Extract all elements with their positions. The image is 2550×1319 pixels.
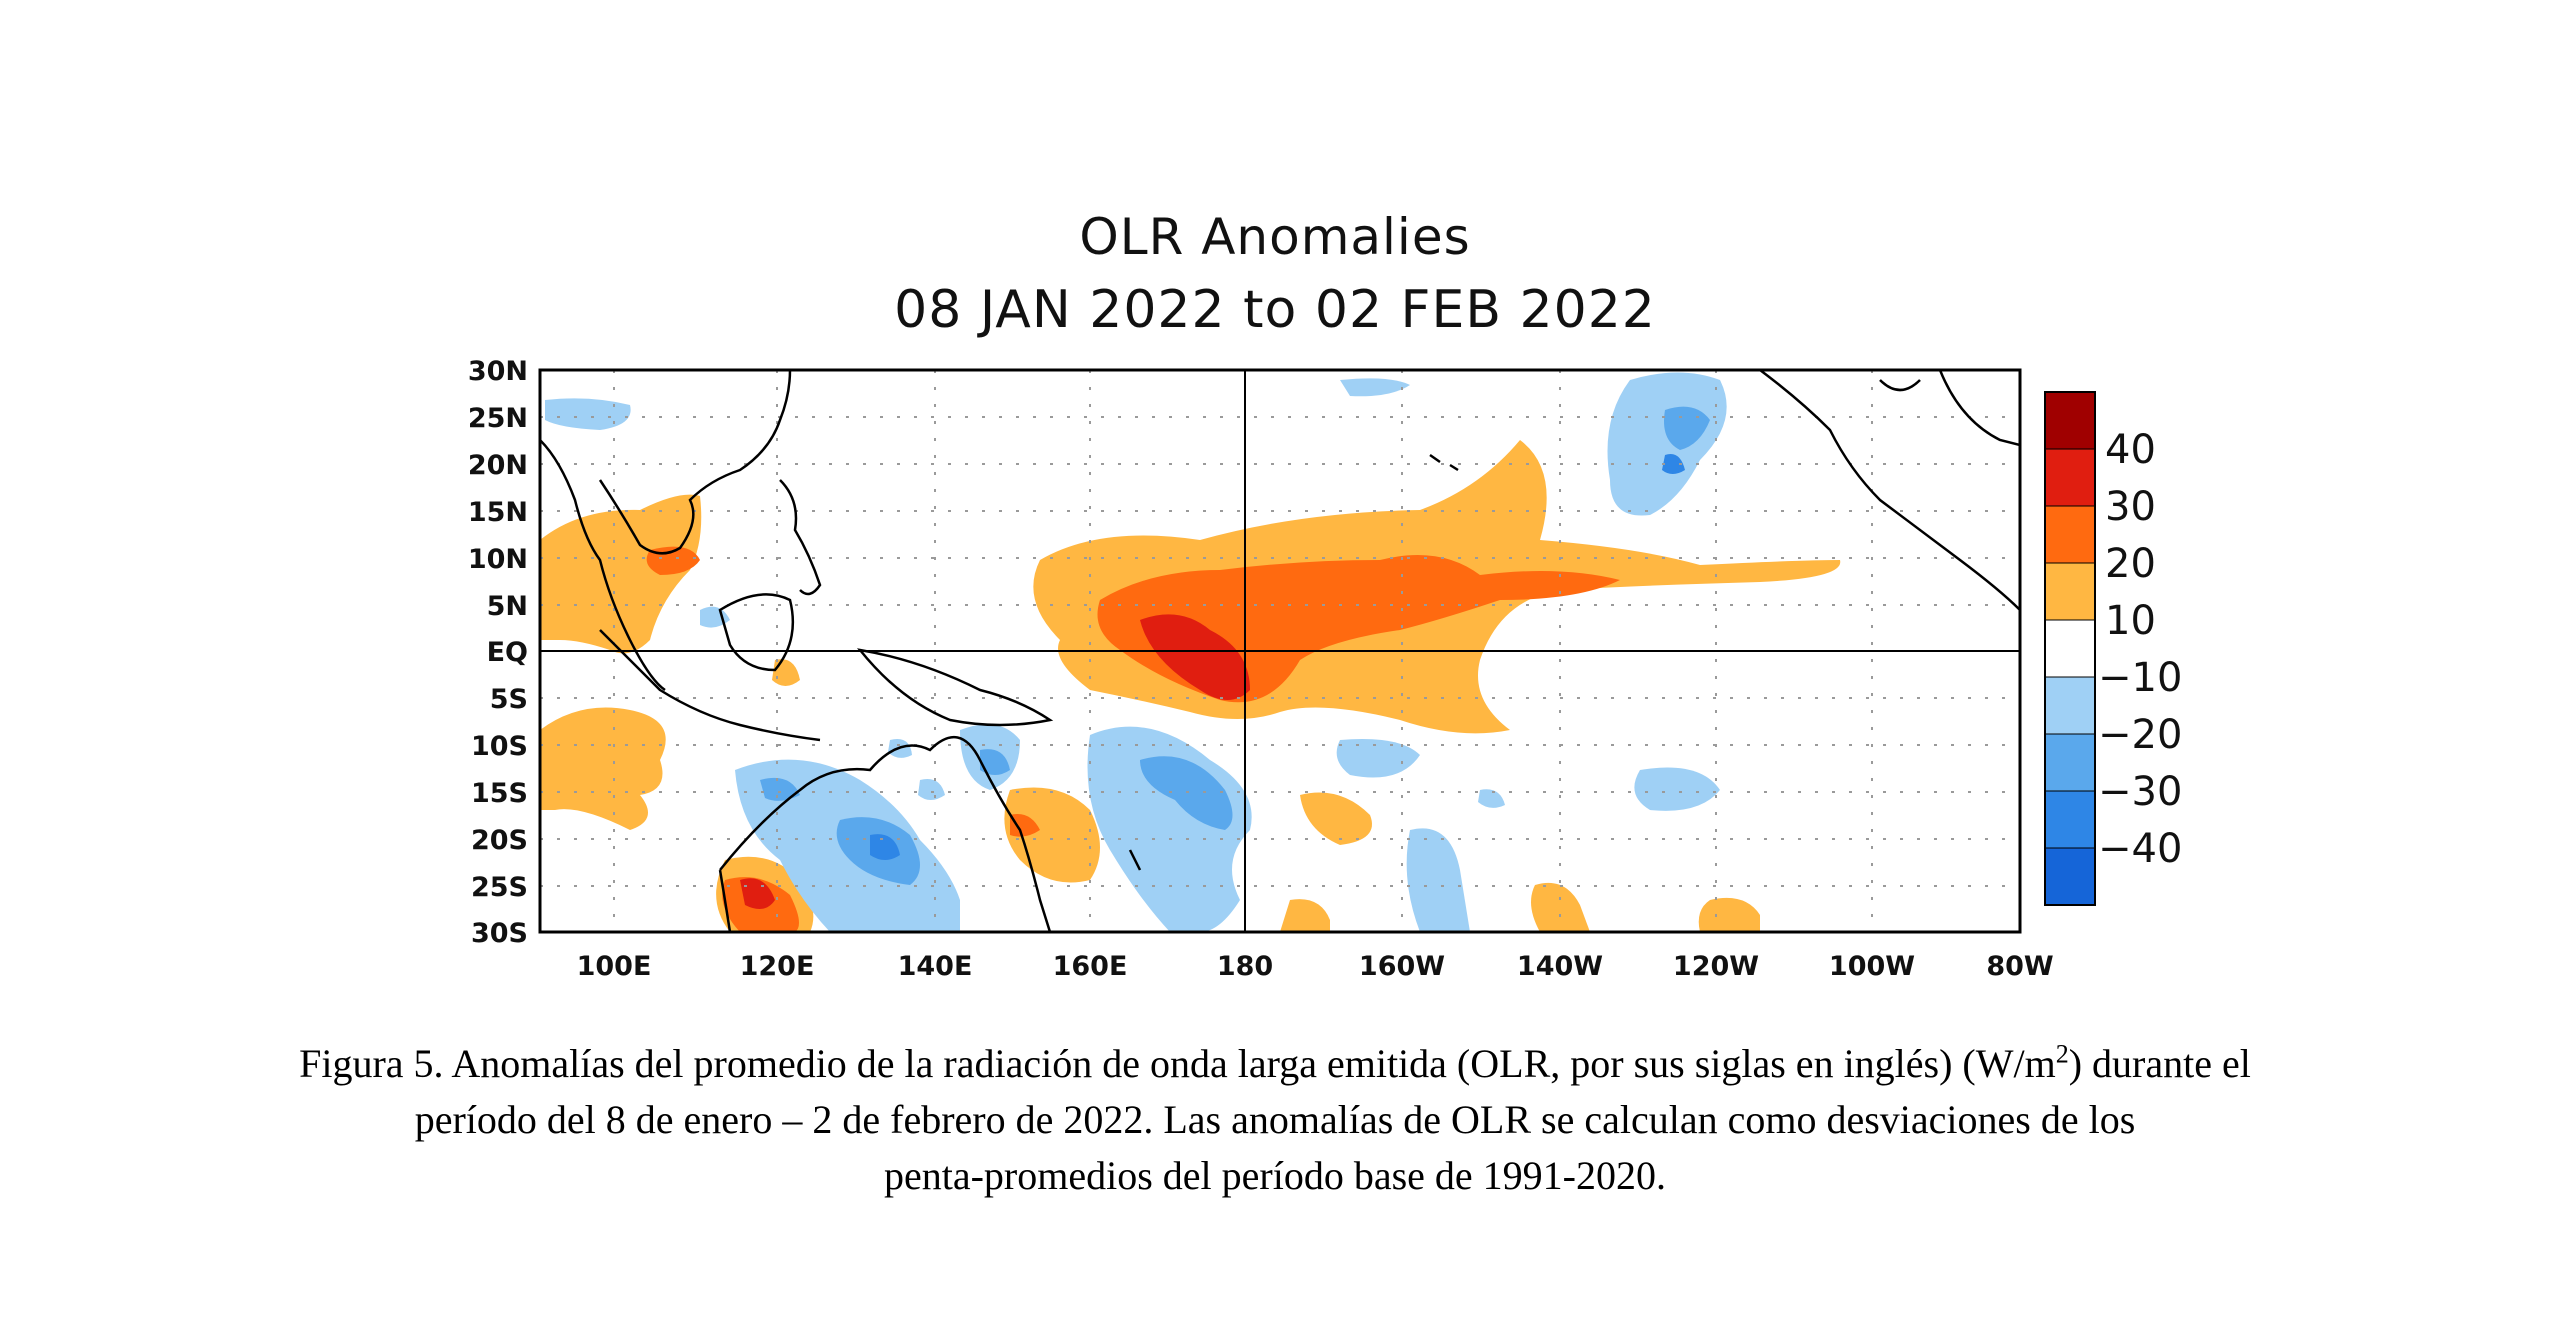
coastline-north-america: [1759, 370, 2020, 611]
negative-anomaly-area-strong: [980, 749, 1010, 775]
figure-caption: Figura 5. Anomalías del promedio de la r…: [80, 1036, 2470, 1204]
latitude-axis: 30N 25N 20N 15N 10N 5N EQ 5S 10S 15S 20S…: [468, 356, 528, 949]
colorbar-frame: [2044, 391, 2096, 906]
coastline-australia: [718, 735, 1052, 932]
colorbar-box: [2044, 448, 2096, 507]
positive-anomaly-area: [1531, 882, 1590, 932]
lat-label: 30N: [468, 356, 528, 387]
positive-anomaly-area-strongest: [1140, 614, 1250, 700]
colorbar-label: −10: [2098, 655, 2182, 701]
lon-label: 100W: [1829, 951, 1915, 982]
lat-label: 25S: [471, 872, 528, 903]
negative-anomaly-area: [545, 398, 631, 430]
positive-anomaly-area-strongest: [740, 878, 775, 909]
colorbar-box: [2044, 391, 2096, 450]
lat-label: 15N: [468, 497, 528, 528]
lat-label: 20N: [468, 450, 528, 481]
lat-label: 5S: [490, 684, 528, 715]
coastlines: [540, 370, 2020, 932]
positive-anomaly-area: [1280, 899, 1330, 932]
lon-label: 80W: [1986, 951, 2053, 982]
lon-label: 160E: [1053, 951, 1128, 982]
positive-anomaly-area: [540, 707, 666, 830]
lon-label: 140W: [1517, 951, 1603, 982]
positive-anomaly-area: [1300, 792, 1372, 845]
negative-anomaly-area: [1478, 789, 1505, 808]
lon-label: 140E: [898, 951, 973, 982]
lat-label: 25N: [468, 403, 528, 434]
negative-anomaly-area-strongest: [870, 834, 900, 860]
colorbar-box: [2044, 733, 2096, 792]
lon-label: 120E: [740, 951, 815, 982]
caption-line-1: Figura 5. Anomalías del promedio de la r…: [299, 1039, 2251, 1086]
negative-anomaly-area: [1340, 378, 1410, 397]
colorbar-label: 20: [2105, 541, 2156, 587]
lat-label: 15S: [471, 778, 528, 809]
negative-anomaly-area: [1336, 739, 1420, 778]
colorbar-label: −40: [2098, 826, 2182, 872]
colorbar: 40 30 20 10 −10 −20 −30 −40: [2044, 391, 2182, 906]
colorbar-box: [2044, 847, 2096, 906]
colorbar-label: −30: [2098, 769, 2182, 815]
lat-label: 5N: [487, 591, 528, 622]
negative-anomaly-area-strong: [760, 777, 800, 801]
coastline-sumatra: [599, 629, 821, 742]
colorbar-box: [2044, 619, 2096, 678]
lon-label: 180: [1217, 951, 1273, 982]
negative-anomaly-area: [1607, 372, 1727, 516]
negative-anomaly-area: [918, 779, 945, 800]
colorbar-label: 30: [2105, 484, 2156, 530]
coastline-asia: [540, 370, 792, 692]
coastline-borneo: [718, 593, 795, 672]
lat-label: 30S: [471, 918, 528, 949]
lon-label: 100E: [577, 951, 652, 982]
negative-anomaly-area-strongest: [1662, 454, 1685, 474]
coastline-hawaii: [1429, 453, 1459, 472]
colorbar-box: [2044, 505, 2096, 564]
lat-label: 20S: [471, 825, 528, 856]
negative-anomaly-area-strong: [1140, 756, 1233, 830]
caption-line-2: período del 8 de enero – 2 de febrero de…: [414, 1097, 2136, 1142]
lon-label: 120W: [1673, 951, 1759, 982]
map-subtitle: 08 JAN 2022 to 02 FEB 2022: [894, 280, 1656, 340]
colorbar-label: 40: [2105, 427, 2156, 473]
map-title: OLR Anomalies: [1079, 208, 1471, 266]
colorbar-label: 10: [2105, 598, 2156, 644]
longitude-axis: 100E 120E 140E 160E 180 160W 140W 120W 1…: [577, 951, 2054, 982]
caption-line-3: penta-promedios del período base de 1991…: [883, 1153, 1666, 1198]
coastline-new-guinea: [856, 648, 1054, 727]
negative-anomaly-area: [1406, 828, 1470, 932]
colorbar-label: −20: [2098, 712, 2182, 758]
colorbar-box: [2044, 562, 2096, 621]
coastline-philippines: [779, 479, 822, 596]
colorbar-box: [2044, 676, 2096, 735]
lat-label: 10S: [471, 731, 528, 762]
lat-label: 10N: [468, 544, 528, 575]
coastline-new-zealand: [1128, 849, 1142, 871]
plot-frame: [538, 368, 2022, 934]
negative-anomaly-area: [1634, 767, 1720, 811]
positive-anomaly-area: [1698, 897, 1760, 932]
positive-anomaly-area: [540, 494, 702, 654]
lon-label: 160W: [1359, 951, 1445, 982]
lat-label: EQ: [487, 637, 528, 668]
colorbar-box: [2044, 790, 2096, 849]
positive-anomaly-area-strong: [1010, 814, 1040, 837]
